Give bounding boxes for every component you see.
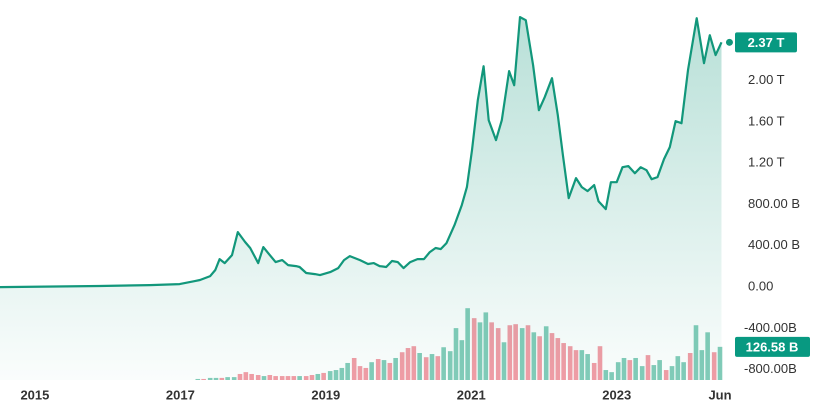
area-fill (0, 17, 722, 380)
x-tick-label: 2017 (166, 387, 195, 402)
x-tick-label: 2023 (602, 387, 631, 402)
y-tick-label: 800.00 B (748, 196, 800, 211)
x-tick-label: Jun (708, 387, 731, 402)
x-tick-label: 2015 (20, 387, 49, 402)
volume-label: 126.58 B (746, 339, 799, 354)
volume-pill (735, 336, 810, 357)
y-tick-label: -800.00B (744, 361, 797, 376)
y-tick-label: 1.60 T (748, 113, 785, 128)
y-tick-label: 2.00 T (748, 72, 785, 87)
line (0, 16, 723, 289)
y-tick-label: 400.00 B (748, 237, 800, 252)
y-tick-label: 1.20 T (748, 155, 785, 170)
price-label: 2.37 T (748, 35, 785, 50)
x-tick-label: 2019 (311, 387, 340, 402)
price-pill (735, 32, 797, 53)
x-tick-label: 2021 (457, 387, 486, 402)
y-tick-label: -400.00B (744, 320, 797, 335)
last-point (725, 38, 733, 46)
y-tick-label: 0.00 (748, 279, 773, 294)
